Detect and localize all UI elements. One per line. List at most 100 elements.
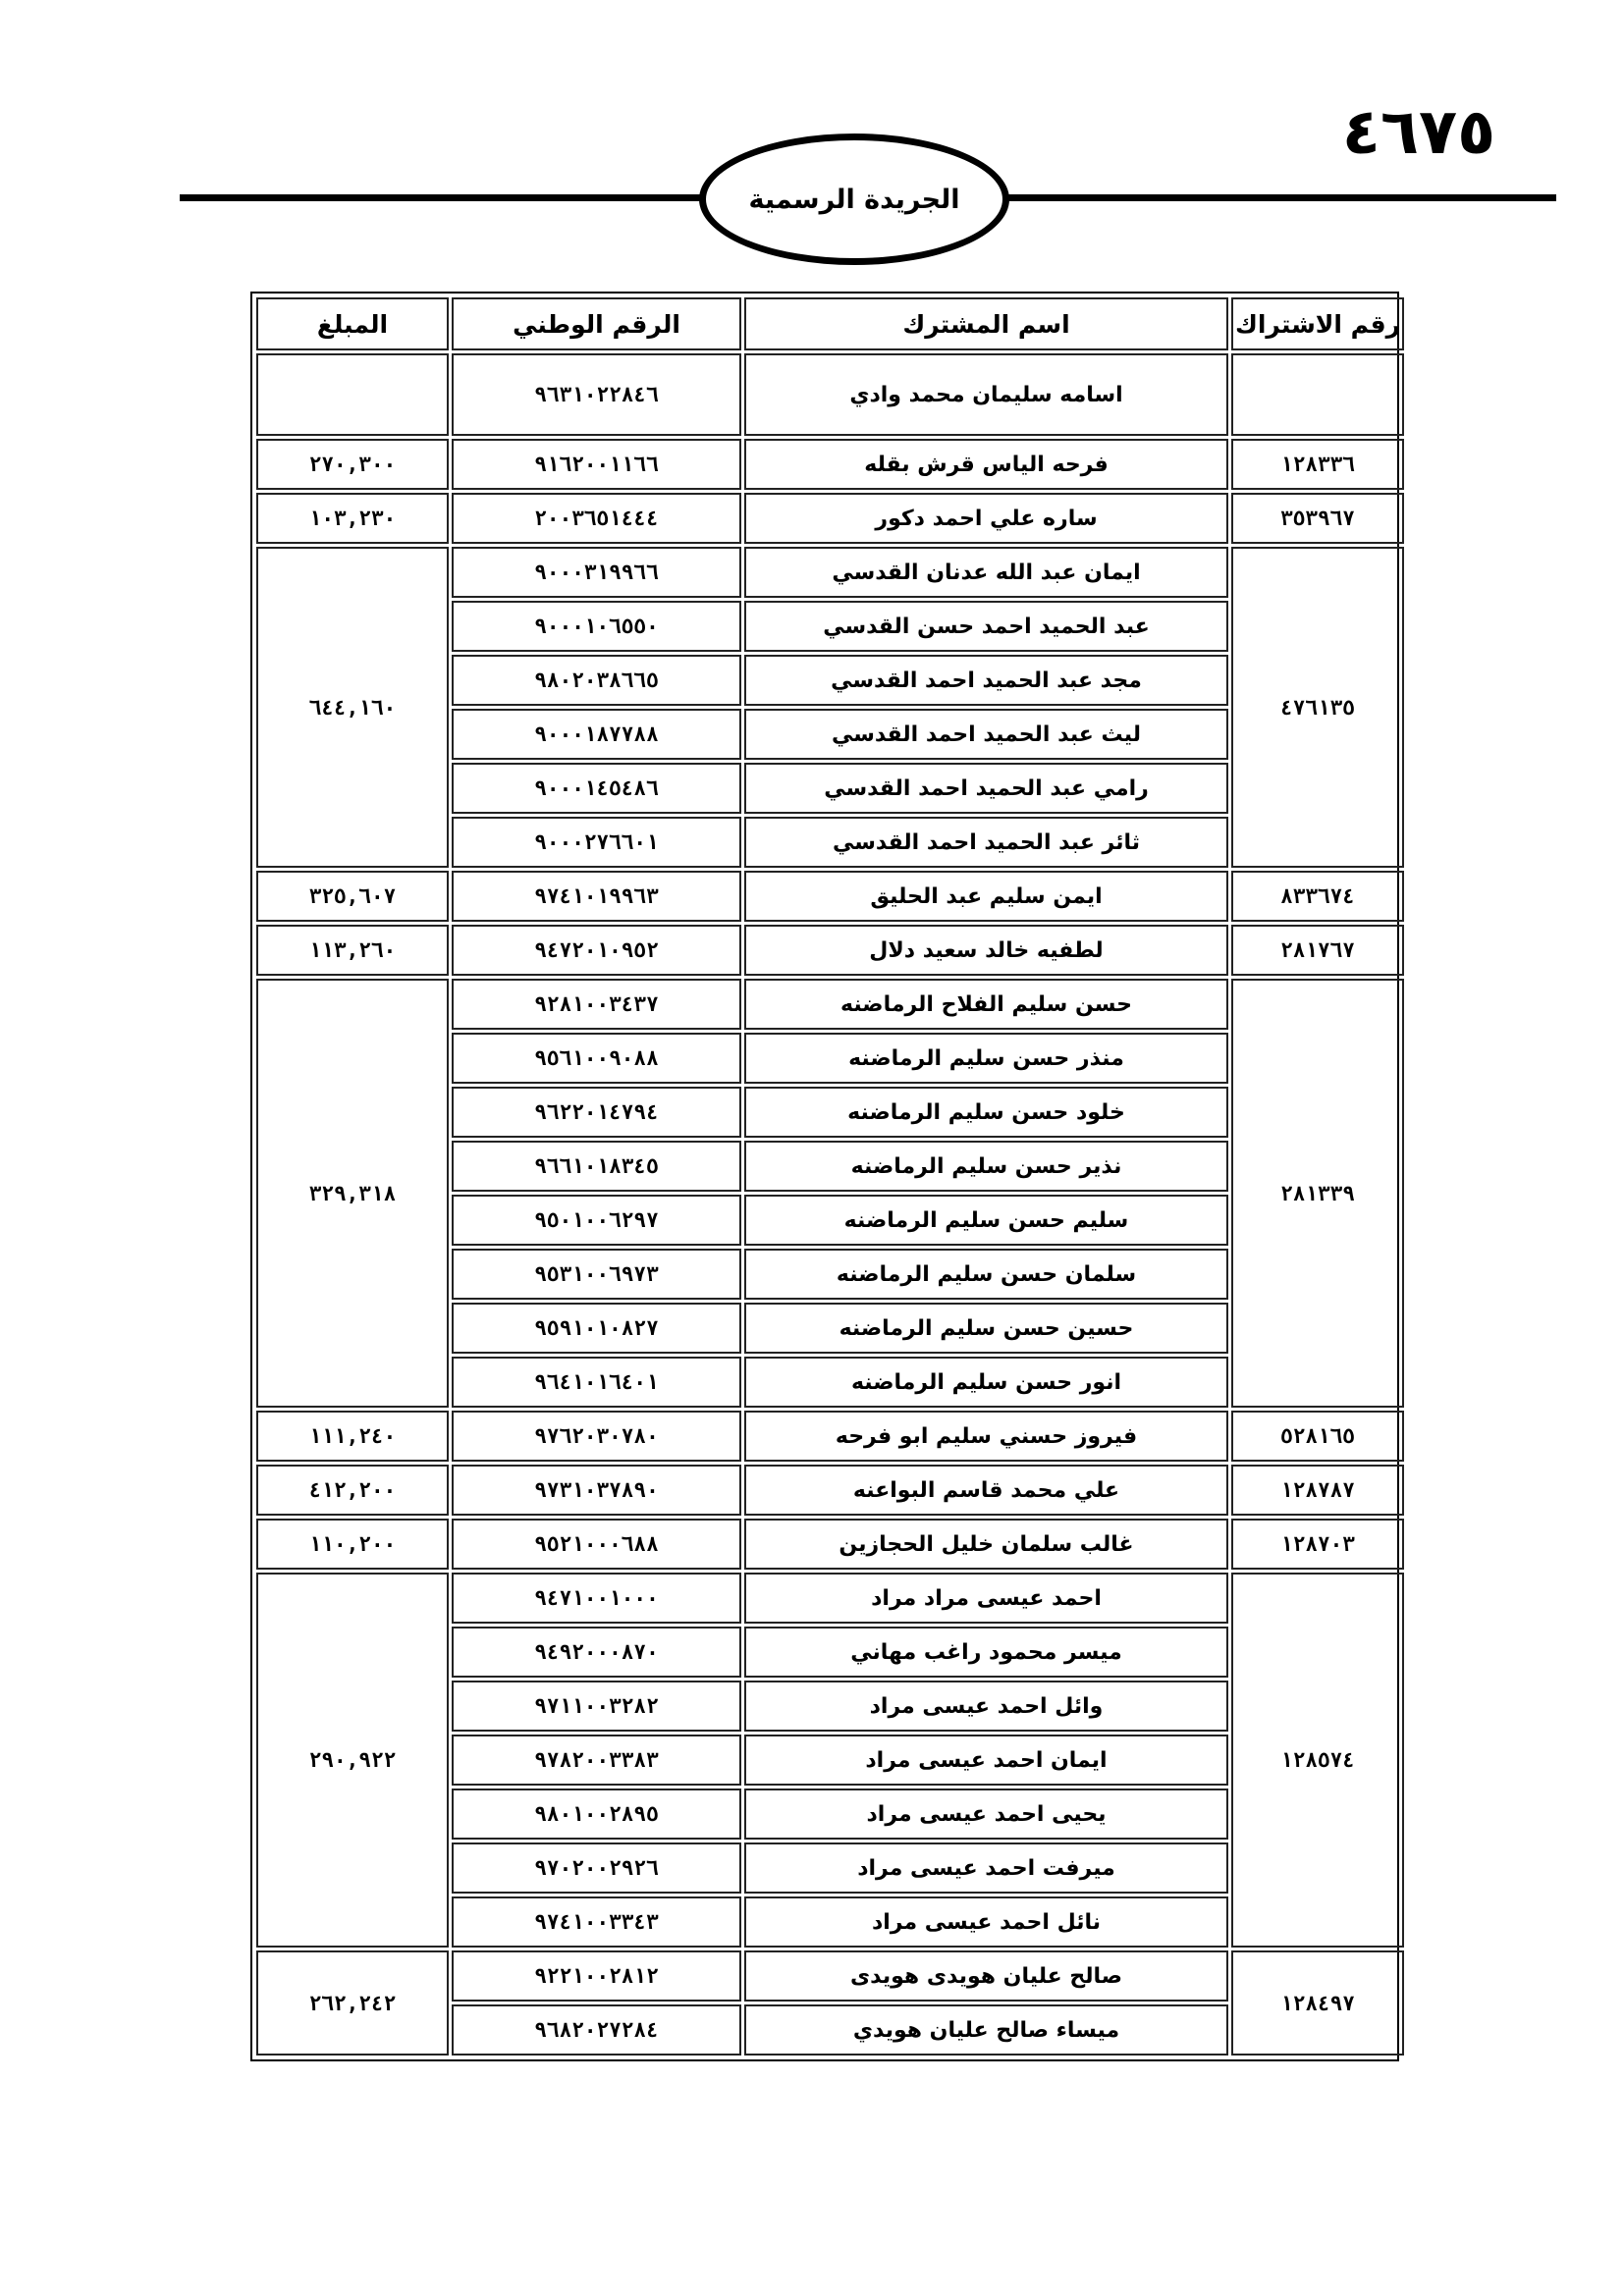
subscriber-name-cell: نذير حسن سليم الرماضنه xyxy=(744,1141,1228,1192)
national-no-cell: ٩٧٤١٠٠٣٣٤٣ xyxy=(452,1896,741,1948)
national-no-cell: ٩٦٨٢٠٢٧٢٨٤ xyxy=(452,2004,741,2056)
table-row: سليم حسن سليم الرماضنه ٩٥٠١٠٠٦٢٩٧ xyxy=(256,1195,1404,1246)
header-national-no: الرقم الوطني xyxy=(452,297,741,350)
subscription-no-cell: ٨٣٣٦٧٤ xyxy=(1231,871,1404,922)
subscription-no-cell: ١٢٨٧٨٧ xyxy=(1231,1465,1404,1516)
table-row: مجد عبد الحميد احمد القدسي ٩٨٠٢٠٣٨٦٦٥ xyxy=(256,655,1404,706)
header-subscription-no: رقم الاشتراك xyxy=(1231,297,1404,350)
subscriber-name-cell: عبد الحميد احمد حسن القدسي xyxy=(744,601,1228,652)
subscriber-name-cell: ميساء صالح عليان هويدي xyxy=(744,2004,1228,2056)
subscription-no-cell: ١٢٨٥٧٤ xyxy=(1231,1573,1404,1948)
national-no-cell: ٩٠٠٠٢٧٦٦٠١ xyxy=(452,817,741,868)
table-row: ١٢٨٥٧٤ احمد عيسى مراد مراد ٩٤٧١٠٠١٠٠٠ ٢٩٠,٩… xyxy=(256,1573,1404,1948)
subscriber-name-cell: لطفيه خالد سعيد دلال xyxy=(744,925,1228,976)
table-row: ٥٢٨١٦٥ فيروز حسني سليم ابو فرحه ٩٧٦٢٠٣٠٧٨٠… xyxy=(256,1411,1404,1462)
subscriber-name-cell: وائل احمد عيسى مراد xyxy=(744,1681,1228,1732)
subscriber-name-cell: مجد عبد الحميد احمد القدسي xyxy=(744,655,1228,706)
subscriber-name-cell: ايمان احمد عيسى مراد xyxy=(744,1735,1228,1786)
national-no-cell: ٩٠٠٠١٨٧٧٨٨ xyxy=(452,709,741,760)
table-row: ليث عبد الحميد احمد القدسي ٩٠٠٠١٨٧٧٨٨ xyxy=(256,709,1404,760)
subscription-no-cell: ١٢٨٤٩٧ xyxy=(1231,1950,1404,2056)
national-no-cell: ٩٦٣١٠٢٢٨٤٦ xyxy=(452,353,741,436)
subscriber-name-cell: ايمان عبد الله عدنان القدسي xyxy=(744,547,1228,598)
table-row: وائل احمد عيسى مراد ٩٧١١٠٠٣٢٨٢ xyxy=(256,1681,1404,1732)
publication-title: الجريدة الرسمية xyxy=(748,184,960,215)
subscriber-name-cell: اسامه سليمان محمد وادي xyxy=(744,353,1228,436)
subscriber-name-cell: ساره علي احمد دكور xyxy=(744,493,1228,544)
national-no-cell: ٩٧٦٢٠٣٠٧٨٠ xyxy=(452,1411,741,1462)
subscriber-name-cell: فرحه الياس قرش بقله xyxy=(744,439,1228,490)
subscriber-name-cell: علي محمد قاسم البواعنه xyxy=(744,1465,1228,1516)
national-no-cell: ٩٧٤١٠١٩٩٦٣ xyxy=(452,871,741,922)
subscriber-name-cell: فيروز حسني سليم ابو فرحه xyxy=(744,1411,1228,1462)
subscription-no-cell xyxy=(1231,353,1404,436)
national-no-cell: ٩٦٢٢٠١٤٧٩٤ xyxy=(452,1087,741,1138)
table-row: ميساء صالح عليان هويدي ٩٦٨٢٠٢٧٢٨٤ xyxy=(256,2004,1404,2056)
national-no-cell: ٩٠٠٠١٠٦٥٥٠ xyxy=(452,601,741,652)
national-no-cell: ٩٠٠٠٣١٩٩٦٦ xyxy=(452,547,741,598)
subscriber-name-cell: حسن سليم الفلاح الرماضنه xyxy=(744,979,1228,1030)
subscriber-name-cell: ميسر محمود راغب مهاني xyxy=(744,1627,1228,1678)
national-no-cell: ٩٨٠٢٠٣٨٦٦٥ xyxy=(452,655,741,706)
table-row: ٤٧٦١٣٥ ايمان عبد الله عدنان القدسي ٩٠٠٠٣١٩… xyxy=(256,547,1404,868)
national-no-cell: ٩٧٨٢٠٠٣٣٨٣ xyxy=(452,1735,741,1786)
subscription-no-cell: ١٢٨٧٠٣ xyxy=(1231,1519,1404,1570)
subscriber-name-cell: ليث عبد الحميد احمد القدسي xyxy=(744,709,1228,760)
subscriber-name-cell: سليم حسن سليم الرماضنه xyxy=(744,1195,1228,1246)
subscription-no-cell: ٥٢٨١٦٥ xyxy=(1231,1411,1404,1462)
subscriber-name-cell: حسين حسن سليم الرماضنه xyxy=(744,1303,1228,1354)
table-row: منذر حسن سليم الرماضنه ٩٥٦١٠٠٩٠٨٨ xyxy=(256,1033,1404,1084)
national-no-cell: ٩٦٦١٠١٨٣٤٥ xyxy=(452,1141,741,1192)
subscription-no-cell: ٢٨١٣٣٩ xyxy=(1231,979,1404,1408)
subscriber-name-cell: نائل احمد عيسى مراد xyxy=(744,1896,1228,1948)
national-no-cell: ٩٢٢١٠٠٢٨١٢ xyxy=(452,1950,741,2002)
table-row: ١٢٨٧٠٣ غالب سلمان خليل الحجازين ٩٥٢١٠٠٠٦٨٨… xyxy=(256,1519,1404,1570)
amount-cell: ٢٩٠,٩٢٢ xyxy=(256,1573,449,1948)
table-row: اسامه سليمان محمد وادي ٩٦٣١٠٢٢٨٤٦ xyxy=(256,353,1404,436)
subscription-no-cell: ١٢٨٣٣٦ xyxy=(1231,439,1404,490)
table-row: ثائر عبد الحميد احمد القدسي ٩٠٠٠٢٧٦٦٠١ xyxy=(256,817,1404,868)
national-no-cell: ٩٨٠١٠٠٢٨٩٥ xyxy=(452,1789,741,1840)
subscriber-name-cell: احمد عيسى مراد مراد xyxy=(744,1573,1228,1624)
table-row: ميسر محمود راغب مهاني ٩٤٩٢٠٠٠٨٧٠ xyxy=(256,1627,1404,1678)
amount-cell: ٢٧٠,٣٠٠ xyxy=(256,439,449,490)
national-no-cell: ٩٤٧١٠٠١٠٠٠ xyxy=(452,1573,741,1624)
table-row: ميرفت احمد عيسى مراد ٩٧٠٢٠٠٢٩٢٦ xyxy=(256,1842,1404,1894)
national-no-cell: ٩١٦٢٠٠١١٦٦ xyxy=(452,439,741,490)
subscriber-name-cell: ثائر عبد الحميد احمد القدسي xyxy=(744,817,1228,868)
table-row: نذير حسن سليم الرماضنه ٩٦٦١٠١٨٣٤٥ xyxy=(256,1141,1404,1192)
publication-title-oval: الجريدة الرسمية xyxy=(699,133,1009,265)
amount-cell: ١٠٣,٢٣٠ xyxy=(256,493,449,544)
header-amount: المبلغ xyxy=(256,297,449,350)
table-row: ١٢٨٤٩٧ صالح عليان هويدى هويدى ٩٢٢١٠٠٢٨١٢ ٢٦… xyxy=(256,1950,1404,2056)
national-no-cell: ٩٤٩٢٠٠٠٨٧٠ xyxy=(452,1627,741,1678)
table-row: ايمان احمد عيسى مراد ٩٧٨٢٠٠٣٣٨٣ xyxy=(256,1735,1404,1786)
table-row: حسين حسن سليم الرماضنه ٩٥٩١٠١٠٨٢٧ xyxy=(256,1303,1404,1354)
subscriber-name-cell: منذر حسن سليم الرماضنه xyxy=(744,1033,1228,1084)
national-no-cell: ٩٦٤١٠١٦٤٠١ xyxy=(452,1357,741,1408)
subscriber-name-cell: يحيى احمد عيسى مراد xyxy=(744,1789,1228,1840)
subscriber-name-cell: سلمان حسن سليم الرماضنه xyxy=(744,1249,1228,1300)
amount-cell: ٣٢٩,٣١٨ xyxy=(256,979,449,1408)
national-no-cell: ٩٥٩١٠١٠٨٢٧ xyxy=(452,1303,741,1354)
subscriber-name-cell: خلود حسن سليم الرماضنه xyxy=(744,1087,1228,1138)
table-row: سلمان حسن سليم الرماضنه ٩٥٣١٠٠٦٩٧٣ xyxy=(256,1249,1404,1300)
national-no-cell: ٢٠٠٣٦٥١٤٤٤ xyxy=(452,493,741,544)
amount-cell: ٣٢٥,٦٠٧ xyxy=(256,871,449,922)
subscriber-name-cell: ميرفت احمد عيسى مراد xyxy=(744,1842,1228,1894)
national-no-cell: ٩٥٣١٠٠٦٩٧٣ xyxy=(452,1249,741,1300)
subscriber-name-cell: رامي عبد الحميد احمد القدسي xyxy=(744,763,1228,814)
national-no-cell: ٩٧٠٢٠٠٢٩٢٦ xyxy=(452,1842,741,1894)
table-row: عبد الحميد احمد حسن القدسي ٩٠٠٠١٠٦٥٥٠ xyxy=(256,601,1404,652)
table-row: ٢٨١٣٣٩ حسن سليم الفلاح الرماضنه ٩٢٨١٠٠٣٤٣٧… xyxy=(256,979,1404,1408)
national-no-cell: ٩٠٠٠١٤٥٤٨٦ xyxy=(452,763,741,814)
national-no-cell: ٩٧٣١٠٣٧٨٩٠ xyxy=(452,1465,741,1516)
subscriber-name-cell: غالب سلمان خليل الحجازين xyxy=(744,1519,1228,1570)
table-row: ١٢٨٣٣٦ فرحه الياس قرش بقله ٩١٦٢٠٠١١٦٦ ٢٧٠,٣… xyxy=(256,439,1404,490)
national-no-cell: ٩٥٠١٠٠٦٢٩٧ xyxy=(452,1195,741,1246)
national-no-cell: ٩٢٨١٠٠٣٤٣٧ xyxy=(452,979,741,1030)
national-no-cell: ٩٥٢١٠٠٠٦٨٨ xyxy=(452,1519,741,1570)
subscriber-name-cell: انور حسن سليم الرماضنه xyxy=(744,1357,1228,1408)
national-no-cell: ٩٤٧٢٠١٠٩٥٢ xyxy=(452,925,741,976)
table-row: رامي عبد الحميد احمد القدسي ٩٠٠٠١٤٥٤٨٦ xyxy=(256,763,1404,814)
